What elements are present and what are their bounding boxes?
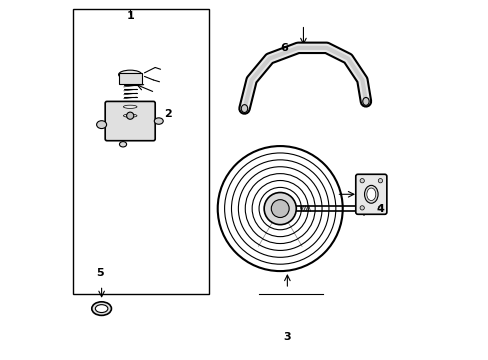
Ellipse shape: [97, 121, 106, 129]
Circle shape: [126, 112, 134, 119]
Text: 5: 5: [96, 268, 103, 278]
Text: 3: 3: [283, 332, 290, 342]
Ellipse shape: [366, 188, 375, 201]
Bar: [73, 9, 208, 294]
Ellipse shape: [241, 105, 247, 112]
Ellipse shape: [95, 305, 108, 312]
Ellipse shape: [362, 98, 368, 105]
Text: 1: 1: [126, 11, 134, 21]
FancyBboxPatch shape: [105, 102, 155, 141]
Circle shape: [359, 179, 364, 183]
Ellipse shape: [364, 185, 377, 203]
Bar: [119, 73, 142, 84]
Text: 2: 2: [163, 109, 171, 119]
Ellipse shape: [118, 70, 142, 79]
FancyBboxPatch shape: [355, 174, 386, 214]
Ellipse shape: [122, 113, 138, 118]
Ellipse shape: [123, 114, 137, 117]
Ellipse shape: [122, 104, 138, 109]
Ellipse shape: [92, 302, 111, 315]
Ellipse shape: [123, 105, 137, 108]
Ellipse shape: [154, 118, 163, 124]
Circle shape: [378, 206, 382, 210]
Text: 4: 4: [376, 203, 384, 213]
Circle shape: [264, 193, 296, 225]
Circle shape: [271, 200, 288, 217]
Circle shape: [378, 179, 382, 183]
Circle shape: [359, 206, 364, 210]
Ellipse shape: [119, 141, 126, 147]
Text: 6: 6: [279, 43, 287, 53]
